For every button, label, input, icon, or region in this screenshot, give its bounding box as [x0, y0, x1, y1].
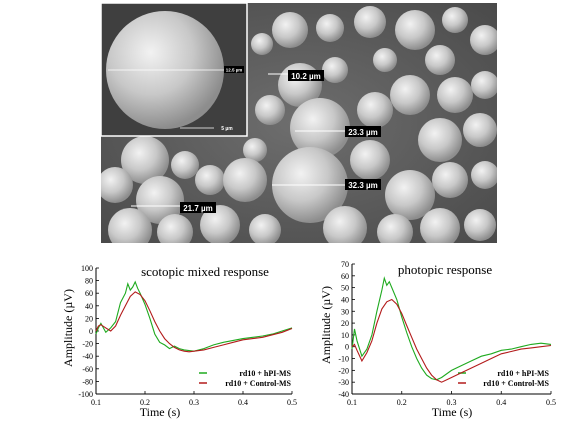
microsphere — [223, 158, 267, 202]
microsphere — [357, 92, 393, 128]
y-tick-label: 20 — [341, 319, 349, 328]
y-tick-label: 20 — [85, 314, 93, 323]
x-tick-label: 0.3 — [189, 398, 199, 407]
series-line-control-ms — [95, 291, 293, 353]
y-tick-label: 100 — [81, 264, 93, 273]
microsphere — [373, 48, 397, 72]
microsphere — [249, 214, 281, 243]
series-line-hpi-ms — [95, 280, 293, 352]
y-tick-label: 70 — [341, 260, 349, 269]
scotopic-chart: scotopic mixed response Time (s) Amplitu… — [61, 264, 297, 419]
inset-diameter-label: 12.5 µm — [226, 68, 243, 73]
y-axis-label: Amplitude (µV) — [319, 286, 333, 364]
sem-micrograph: 10.2 µm 23.3 µm 32.3 µm 21.7 µm 12.5 µm … — [100, 2, 497, 243]
scale-bar-label: 5 µm — [221, 126, 233, 132]
microsphere — [290, 98, 350, 158]
y-tick-label: -100 — [78, 390, 93, 399]
chart-title: scotopic mixed response — [141, 264, 269, 279]
x-tick-label: 0.5 — [287, 398, 297, 407]
microsphere — [464, 209, 496, 241]
y-tick-label: 0 — [89, 327, 93, 336]
x-tick-label: 0.5 — [546, 398, 556, 407]
measurement-label-2: 23.3 µm — [348, 128, 378, 137]
microsphere — [471, 161, 497, 189]
microsphere — [350, 140, 390, 180]
x-tick-label: 0.1 — [91, 398, 101, 407]
y-tick-label: -10 — [338, 355, 349, 364]
microsphere — [442, 7, 468, 33]
y-tick-label: 60 — [341, 272, 349, 281]
y-tick-label: 80 — [85, 277, 93, 286]
series-line-hpi-ms — [351, 276, 552, 381]
microsphere — [471, 71, 497, 99]
legend-label-hpi-ms: rd10 + hPI-MS — [497, 369, 549, 378]
sem-inset: 12.5 µm 5 µm — [100, 2, 248, 137]
y-tick-label: -20 — [338, 366, 349, 375]
microsphere — [377, 214, 413, 243]
microsphere — [432, 162, 468, 198]
measurement-overlays: 10.2 µm 23.3 µm 32.3 µm 21.7 µm — [131, 70, 381, 213]
microsphere — [420, 208, 460, 243]
microsphere — [195, 165, 225, 195]
y-tick-label: -40 — [82, 352, 93, 361]
x-axis-label: Time (s) — [432, 405, 473, 419]
microsphere — [425, 45, 455, 75]
microsphere — [272, 12, 308, 48]
x-axis-label: Time (s) — [140, 405, 181, 419]
measurement-label-1: 10.2 µm — [291, 72, 321, 81]
microsphere — [463, 113, 497, 147]
y-tick-label: 10 — [341, 331, 349, 340]
photopic-chart: photopic response Time (s) Amplitude (µV… — [319, 260, 556, 419]
microsphere — [171, 151, 199, 179]
measurement-label-3: 32.3 µm — [348, 181, 378, 190]
y-axis-label: Amplitude (µV) — [61, 289, 75, 367]
microsphere — [437, 77, 473, 113]
y-tick-label: -20 — [82, 340, 93, 349]
x-tick-label: 0.4 — [238, 398, 248, 407]
microsphere — [243, 138, 267, 162]
x-tick-label: 0.2 — [140, 398, 150, 407]
legend-label-control-ms: rd10 + Control-MS — [225, 379, 291, 388]
microsphere-cluster — [101, 6, 497, 243]
series-line-control-ms — [351, 298, 552, 383]
x-tick-label: 0.1 — [347, 398, 357, 407]
microsphere — [255, 95, 285, 125]
y-tick-label: 40 — [85, 302, 93, 311]
y-tick-label: 0 — [345, 343, 349, 352]
x-tick-label: 0.2 — [397, 398, 407, 407]
y-tick-label: -40 — [338, 390, 349, 399]
microsphere — [395, 10, 435, 50]
microsphere — [470, 25, 497, 55]
y-tick-label: 30 — [341, 307, 349, 316]
microsphere — [108, 208, 152, 243]
microsphere — [251, 33, 273, 55]
legend-label-hpi-ms: rd10 + hPI-MS — [239, 369, 291, 378]
chart-title: photopic response — [398, 262, 492, 277]
x-tick-label: 0.4 — [496, 398, 506, 407]
microsphere — [322, 57, 348, 83]
microsphere — [418, 118, 462, 162]
microsphere — [354, 6, 386, 38]
microsphere — [157, 214, 193, 243]
y-tick-label: 50 — [341, 284, 349, 293]
microsphere — [200, 205, 240, 243]
microsphere — [385, 170, 435, 220]
legend-label-control-ms: rd10 + Control-MS — [483, 379, 549, 388]
y-tick-label: -60 — [82, 365, 93, 374]
microsphere — [390, 75, 430, 115]
y-tick-label: 40 — [341, 295, 349, 304]
y-tick-label: -30 — [338, 378, 349, 387]
x-tick-label: 0.3 — [447, 398, 457, 407]
microsphere — [101, 167, 133, 203]
y-tick-label: 60 — [85, 289, 93, 298]
microsphere — [316, 14, 344, 42]
measurement-label-4: 21.7 µm — [183, 204, 213, 213]
microsphere — [323, 206, 367, 243]
microsphere — [136, 176, 184, 224]
microsphere — [121, 136, 169, 184]
y-tick-label: -80 — [82, 377, 93, 386]
